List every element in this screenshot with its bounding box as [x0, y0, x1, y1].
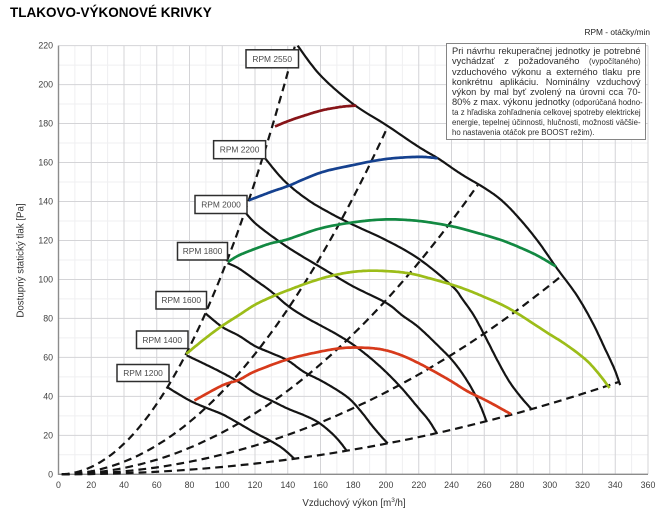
svg-text:160: 160	[313, 480, 328, 490]
svg-text:RPM 1600: RPM 1600	[161, 295, 201, 305]
svg-text:100: 100	[38, 275, 53, 285]
svg-text:80: 80	[43, 314, 53, 324]
svg-text:RPM 2200: RPM 2200	[220, 145, 260, 155]
svg-text:40: 40	[43, 392, 53, 402]
svg-text:160: 160	[38, 158, 53, 168]
svg-text:200: 200	[379, 480, 394, 490]
svg-text:220: 220	[411, 480, 426, 490]
svg-text:0: 0	[56, 480, 61, 490]
svg-text:320: 320	[575, 480, 590, 490]
svg-text:120: 120	[38, 236, 53, 246]
svg-text:260: 260	[477, 480, 492, 490]
svg-text:20: 20	[43, 430, 53, 440]
svg-text:RPM 2000: RPM 2000	[201, 200, 241, 210]
svg-text:20: 20	[86, 480, 96, 490]
svg-text:RPM 2550: RPM 2550	[252, 54, 292, 64]
svg-text:0: 0	[48, 469, 53, 479]
svg-text:RPM 1400: RPM 1400	[142, 335, 182, 345]
svg-text:RPM 1200: RPM 1200	[123, 368, 163, 378]
svg-text:180: 180	[346, 480, 361, 490]
svg-text:120: 120	[248, 480, 263, 490]
svg-text:60: 60	[43, 353, 53, 363]
svg-text:200: 200	[38, 80, 53, 90]
svg-text:140: 140	[38, 197, 53, 207]
svg-text:RPM 1800: RPM 1800	[183, 246, 223, 256]
svg-text:140: 140	[280, 480, 295, 490]
svg-text:80: 80	[185, 480, 195, 490]
svg-text:220: 220	[38, 41, 53, 51]
svg-text:280: 280	[510, 480, 525, 490]
svg-text:60: 60	[152, 480, 162, 490]
svg-text:360: 360	[641, 480, 656, 490]
svg-text:100: 100	[215, 480, 230, 490]
svg-text:340: 340	[608, 480, 623, 490]
svg-text:180: 180	[38, 119, 53, 129]
svg-text:240: 240	[444, 480, 459, 490]
svg-text:300: 300	[542, 480, 557, 490]
svg-text:40: 40	[119, 480, 129, 490]
